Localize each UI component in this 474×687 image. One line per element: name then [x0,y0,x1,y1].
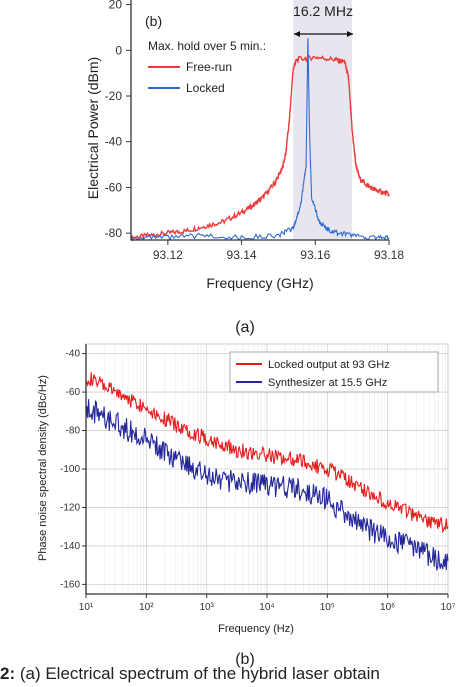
x-tick-label: 10⁵ [320,602,335,613]
panel-label: (b) [145,13,162,29]
x-tick-label: 10² [139,602,154,613]
y-tick-label: -20 [105,89,123,103]
y-tick-label: -40 [66,349,81,360]
x-tick-label: 10⁴ [259,602,274,613]
y-tick-label: -120 [60,502,80,513]
y-tick-label: -100 [60,464,80,475]
y-tick-label: -80 [66,426,81,437]
x-tick-label: 93.18 [374,248,404,262]
legend-title: Max. hold over 5 min.: [148,39,266,53]
arrow-head-left [294,31,300,37]
series-line-synthesizer-at-15-5-ghz [85,399,449,571]
y-tick-label: -60 [66,387,81,398]
panel-b: -40 -60 -80 -100 -120 -140 -160 10¹ 10² 10³ 10⁴ 10… [37,343,456,668]
y-axis-label-b: Phase noise spectral density (dBc/Hz) [37,375,49,561]
legend-locked: Locked [186,81,225,95]
series-line-locked-output-at-93-ghz [85,372,449,534]
figure-caption: 2: (a) Electrical spectrum of the hybrid… [0,664,380,684]
x-tick-label: 93.16 [300,248,330,262]
x-tick-label: 10⁶ [380,602,395,613]
axes-frame-a [130,0,389,241]
y-tick-label: -80 [105,226,123,240]
x-tick-label: 93.14 [227,248,257,262]
x-axis-label-a: Frequency (GHz) [206,275,313,291]
y-tick-label: -60 [105,180,123,194]
legend-synthesizer: Synthesizer at 15.5 GHz [268,377,387,389]
y-tick-label: 0 [115,43,122,57]
x-axis-label-b: Frequency (Hz) [218,623,294,635]
y-tick-label: 20 [109,0,123,12]
legend-locked-output: Locked output at 93 GHz [268,359,390,371]
arrow-head-right [347,31,353,37]
legend-box-b [229,351,439,393]
subfigure-label-b: (b) [235,651,255,668]
y-axis-label-a: Electrical Power (dBm) [85,57,101,199]
y-tick-label: -140 [60,541,80,552]
shaded-band [293,0,353,240]
y-tick-label: -160 [60,579,80,590]
subfigure-label-a: (a) [235,319,255,336]
legend-free-run: Free-run [186,60,232,74]
x-tick-label: 10³ [199,602,214,613]
x-tick-label: 10⁷ [441,602,456,613]
bandwidth-annotation: 16.2 MHz [293,3,353,19]
x-tick-label: 10¹ [79,602,94,613]
caption-prefix: 2: [0,664,16,683]
panel-a: 20 0 -20 -40 -60 -80 93.12 93.14 93.16 93.18 (b)… [85,0,404,336]
x-tick-label: 93.12 [153,248,183,262]
series-line-free-run [130,54,390,242]
caption-text: (a) Electrical spectrum of the hybrid la… [15,664,380,683]
y-tick-label: -40 [105,135,123,149]
series-line-locked [130,38,390,242]
